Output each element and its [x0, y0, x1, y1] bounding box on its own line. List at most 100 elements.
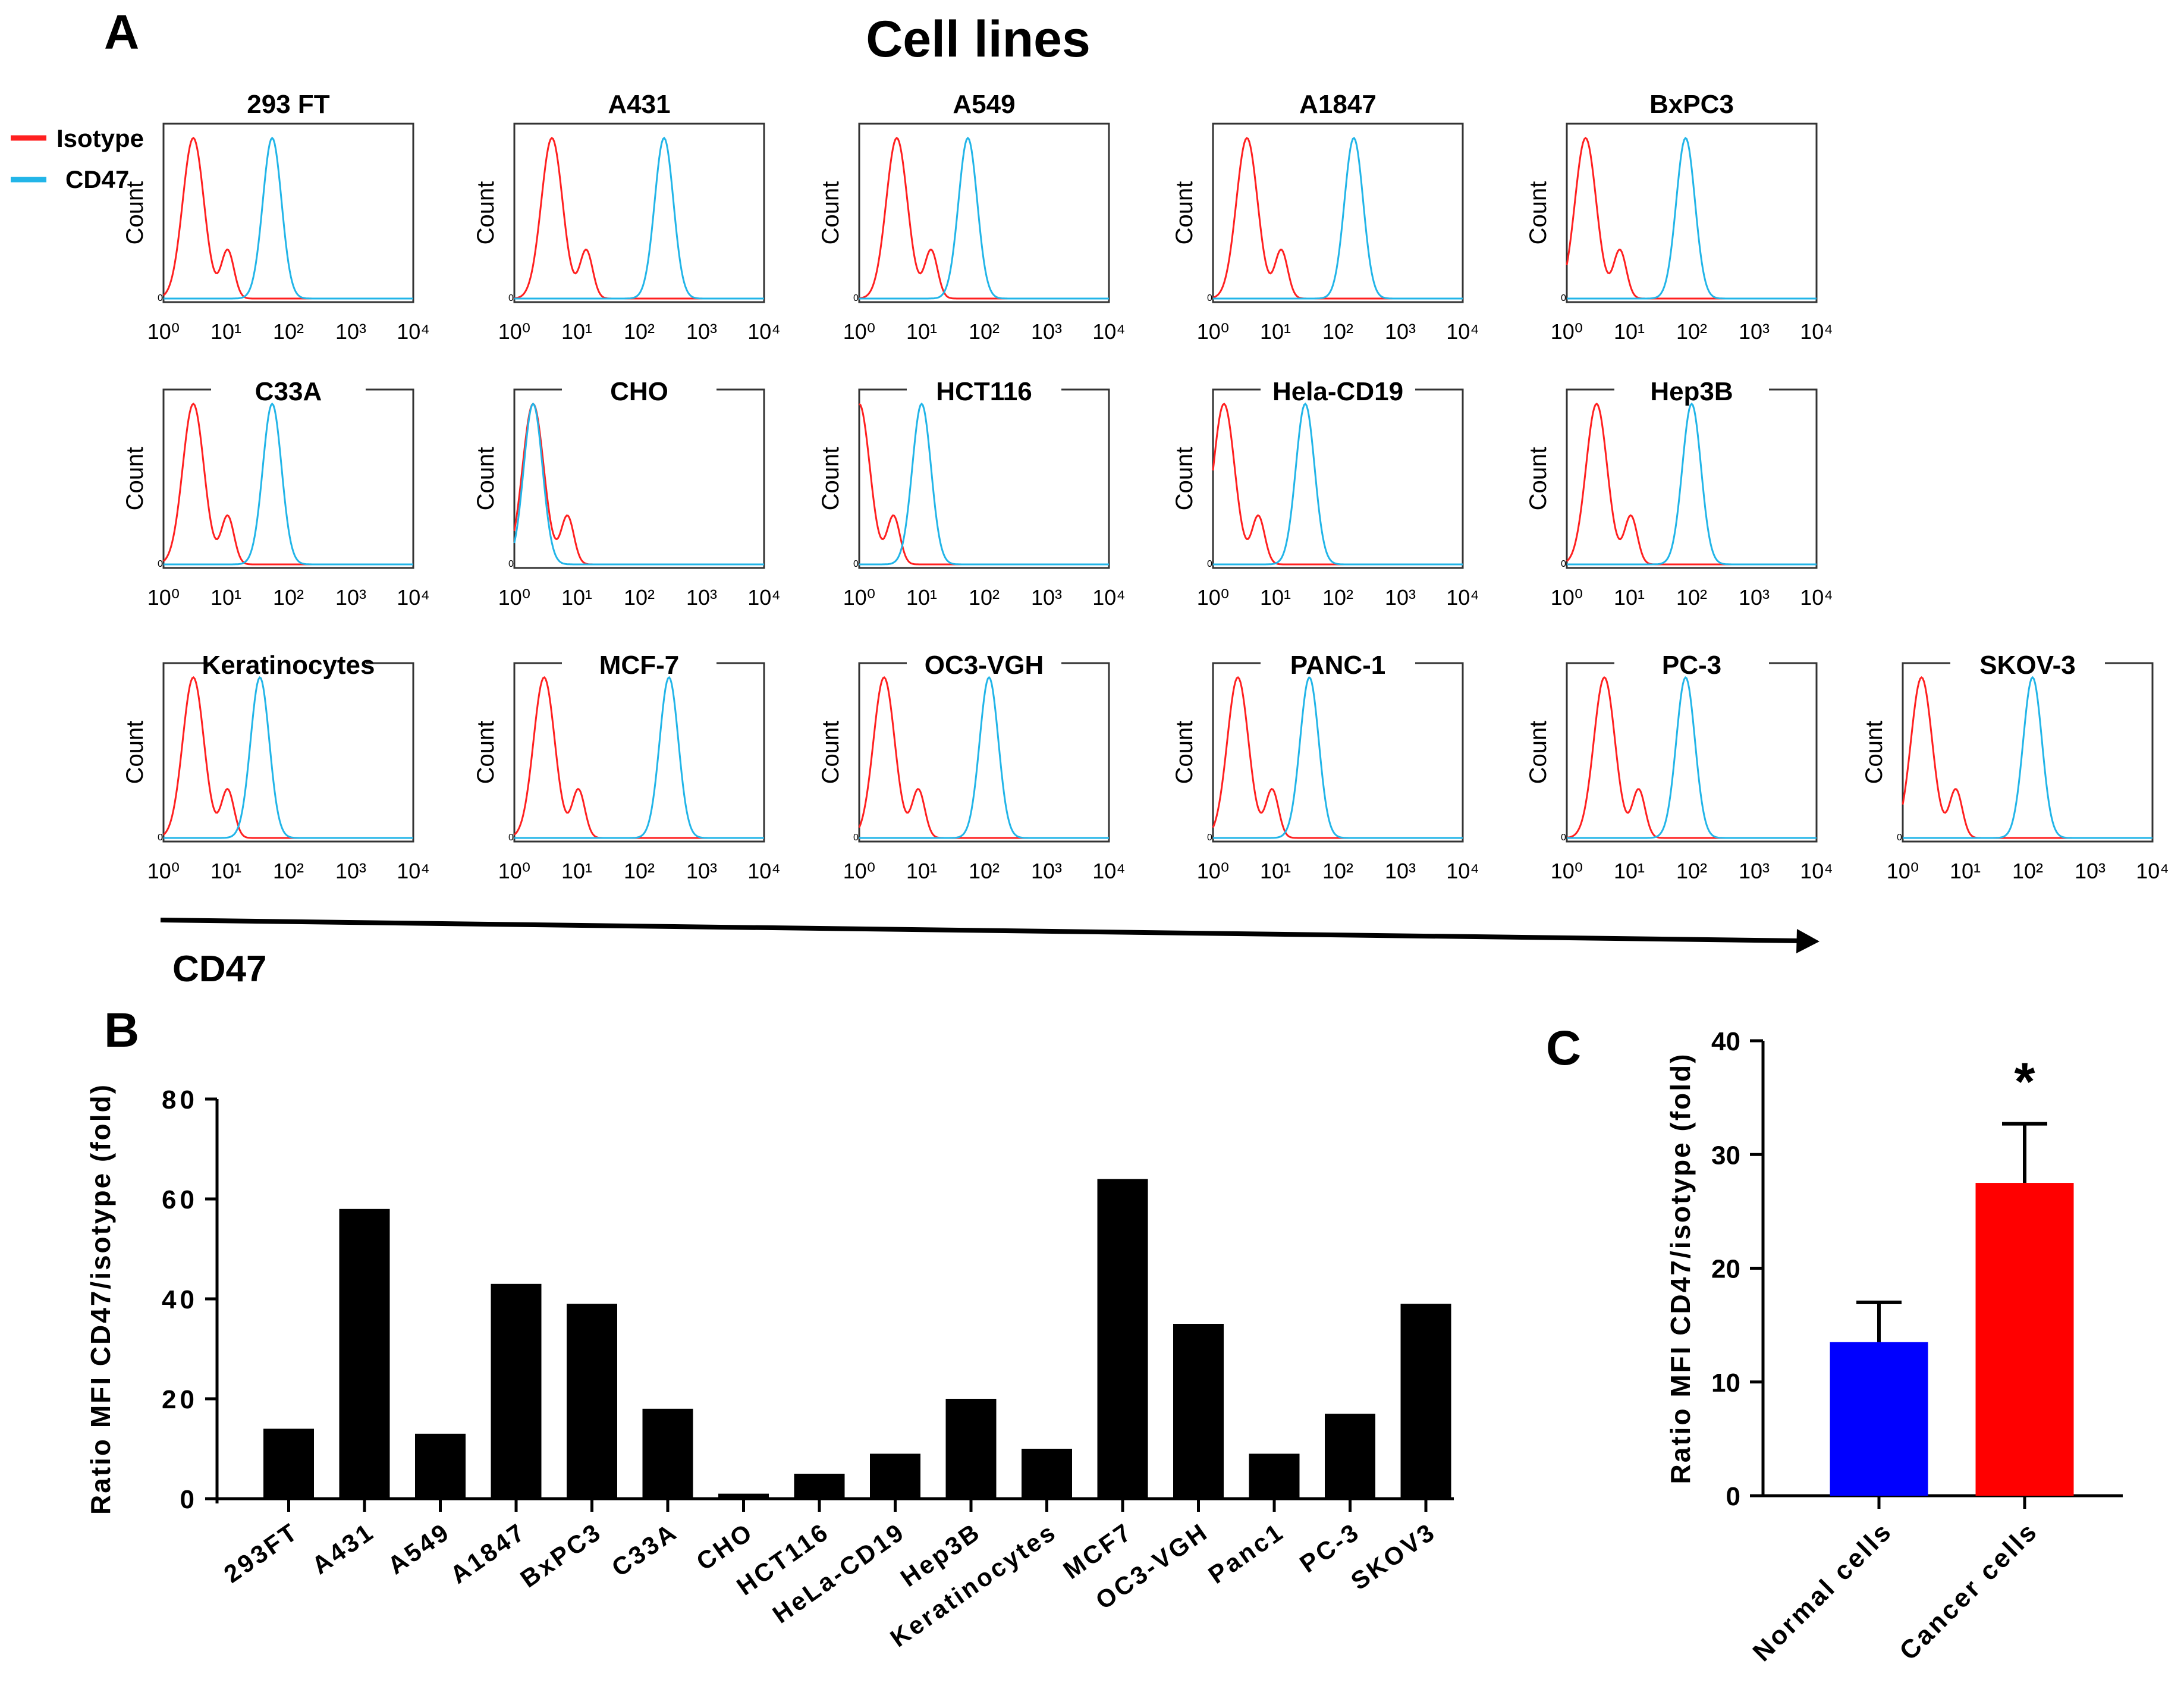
b-bar — [1400, 1304, 1451, 1499]
histogram-title: A549 — [953, 90, 1015, 119]
histogram-x-tick: 10⁰ — [498, 859, 530, 883]
histogram-x-tick: 10³ — [1385, 319, 1416, 344]
histogram-1: A431 Count 10⁰ 10¹ 10² 10³ 10⁴ 0 — [473, 90, 781, 344]
histogram-x-tick: 10² — [969, 859, 1000, 883]
histogram-title-mask — [1261, 660, 1415, 667]
c-y-label: Ratio MFI CD47/isotype (fold) — [1665, 1053, 1696, 1484]
histogram-x-tick: 10² — [1676, 585, 1707, 610]
isotype-curve — [162, 137, 413, 300]
histogram-x-tick: 10² — [624, 859, 655, 883]
histogram-x-tick: 10⁰ — [843, 585, 875, 610]
histogram-title: Hep3B — [1650, 377, 1733, 406]
histogram-frame — [513, 123, 765, 303]
cd47-curve — [1903, 676, 2152, 839]
histogram-x-tick: 10¹ — [906, 859, 937, 883]
histogram-x-tick: 10² — [1676, 319, 1707, 344]
b-y-tick-label: 0 — [180, 1485, 198, 1514]
cd47-curve — [859, 402, 1109, 566]
histogram-x-tick: 10¹ — [1260, 319, 1291, 344]
cd47-curve — [859, 676, 1109, 839]
histogram-x-tick: 10⁰ — [843, 859, 875, 883]
histogram-x-tick: 10⁴ — [1446, 585, 1479, 610]
histogram-frame — [1212, 388, 1464, 569]
histogram-title: A1847 — [1299, 90, 1377, 119]
histogram-title: Hela-CD19 — [1272, 377, 1403, 406]
histogram-x-tick: 10² — [1322, 319, 1353, 344]
b-x-tick-label: Panc1 — [1203, 1517, 1289, 1589]
histogram-x-tick: 10¹ — [561, 859, 592, 883]
histogram-y-label: Count — [473, 721, 499, 784]
histogram-6: CHO Count 10⁰ 10¹ 10² 10³ 10⁴ 0 — [473, 377, 781, 610]
histogram-x-tick: 10¹ — [1260, 585, 1291, 610]
histogram-grid: 293 FT Count 10⁰ 10¹ 10² 10³ 10⁴ 0 A431 Count 10⁰ 1… — [122, 90, 2169, 883]
histogram-x-tick: 10⁰ — [1887, 859, 1919, 883]
histogram-x-tick: 10² — [1322, 585, 1353, 610]
histogram-x-tick: 10¹ — [210, 319, 241, 344]
histogram-x-tick: 10² — [624, 319, 655, 344]
isotype-curve — [514, 137, 764, 300]
histogram-title-mask — [1614, 660, 1769, 667]
histogram-title-mask — [907, 660, 1061, 667]
histogram-zero-tick: 0 — [1207, 833, 1212, 843]
histogram-x-tick: 10¹ — [210, 859, 241, 883]
b-y-tick-label: 80 — [162, 1085, 198, 1115]
b-x-tick-label: BxPC3 — [515, 1517, 607, 1593]
b-y-tick-label: 60 — [162, 1185, 198, 1214]
histogram-frame — [162, 123, 414, 303]
b-x-tick-label: 293FT — [219, 1517, 304, 1588]
histogram-x-tick: 10⁴ — [397, 585, 430, 610]
c-significance-mark: * — [2014, 1053, 2035, 1112]
histogram-y-label: Count — [122, 447, 148, 511]
b-bar — [1173, 1324, 1224, 1499]
cd47-axis-label: CD47 — [172, 949, 267, 990]
isotype-curve — [1212, 676, 1463, 839]
histogram-x-tick: 10⁰ — [498, 585, 530, 610]
b-bar — [339, 1208, 390, 1499]
histogram-x-tick: 10³ — [686, 585, 717, 610]
histogram-x-tick: 10⁴ — [1800, 859, 1833, 883]
b-y-label: Ratio MFI CD47/isotype (fold) — [85, 1083, 116, 1515]
histogram-3: A1847 Count 10⁰ 10¹ 10² 10³ 10⁴ 0 — [1171, 90, 1479, 344]
histogram-x-tick: 10³ — [335, 585, 366, 610]
histogram-x-tick: 10⁴ — [747, 585, 781, 610]
histogram-zero-tick: 0 — [508, 293, 514, 303]
histogram-x-tick: 10³ — [1385, 859, 1416, 883]
histogram-11: MCF-7 Count 10⁰ 10¹ 10² 10³ 10⁴ 0 — [473, 651, 781, 883]
histogram-x-tick: 10² — [2012, 859, 2043, 883]
histogram-zero-tick: 0 — [853, 559, 859, 569]
histogram-x-tick: 10³ — [335, 859, 366, 883]
isotype-curve — [1212, 403, 1463, 566]
cd47-curve — [164, 676, 413, 839]
histogram-x-tick: 10¹ — [1260, 859, 1291, 883]
histogram-10: Keratinocytes Count 10⁰ 10¹ 10² 10³ 10⁴ 0 — [122, 651, 430, 883]
histogram-y-label: Count — [1171, 721, 1198, 784]
histogram-frame — [513, 662, 765, 843]
histogram-zero-tick: 0 — [1897, 833, 1902, 843]
histogram-x-tick: 10² — [969, 319, 1000, 344]
histogram-x-tick: 10² — [1676, 859, 1707, 883]
histogram-x-tick: 10³ — [2075, 859, 2106, 883]
b-bar — [1249, 1453, 1300, 1499]
histogram-y-label: Count — [473, 447, 499, 511]
histogram-x-tick: 10³ — [1031, 319, 1062, 344]
cd47-curve — [1567, 676, 1817, 839]
isotype-curve — [162, 676, 413, 839]
histogram-x-tick: 10⁰ — [1551, 319, 1583, 344]
c-x-tick-label: Cancer cells — [1894, 1516, 2044, 1666]
histogram-x-tick: 10⁰ — [1551, 859, 1583, 883]
b-x-tick-label: A1847 — [445, 1517, 531, 1589]
c-y-tick-label: 0 — [1726, 1482, 1740, 1511]
b-bar — [642, 1408, 693, 1499]
histogram-zero-tick: 0 — [158, 833, 163, 843]
histogram-frame — [1566, 662, 1818, 843]
b-bar — [1097, 1179, 1148, 1499]
histogram-title: PANC-1 — [1290, 651, 1386, 680]
histogram-x-tick: 10⁴ — [747, 319, 781, 344]
histogram-x-tick: 10¹ — [1950, 859, 1981, 883]
histogram-x-tick: 10³ — [686, 859, 717, 883]
histogram-0: 293 FT Count 10⁰ 10¹ 10² 10³ 10⁴ 0 — [122, 90, 430, 344]
histogram-y-label: Count — [818, 447, 844, 511]
histogram-frame — [162, 662, 414, 843]
legend-label-cd47: CD47 — [65, 165, 129, 193]
histogram-x-tick: 10³ — [1031, 859, 1062, 883]
